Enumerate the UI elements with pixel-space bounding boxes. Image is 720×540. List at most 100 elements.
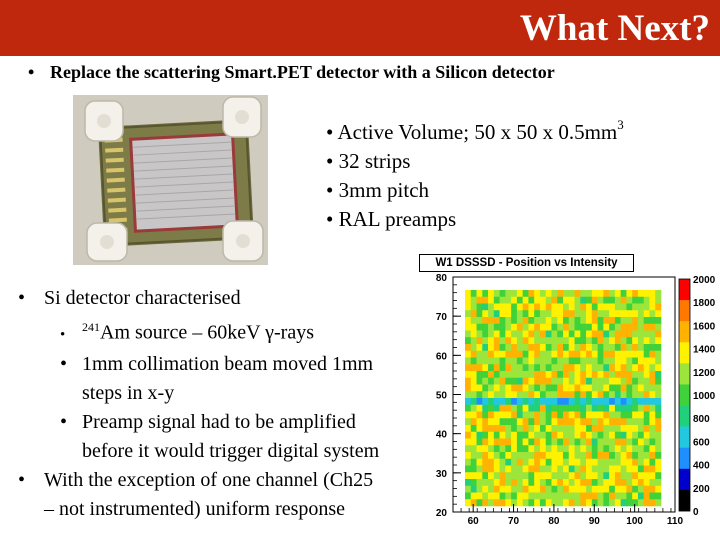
heatmap-cell — [528, 452, 535, 460]
heatmap-cell — [603, 445, 610, 453]
heatmap-cell — [534, 404, 541, 412]
heatmap-cell — [539, 479, 546, 487]
heatmap-cell — [557, 425, 564, 433]
heatmap-cell — [626, 344, 633, 352]
heatmap-cell — [534, 296, 541, 304]
heatmap-cell — [476, 438, 483, 446]
heatmap-cell — [465, 296, 472, 304]
heatmap-cell — [539, 330, 546, 338]
heatmap-cell — [528, 344, 535, 352]
detector-photo — [73, 95, 268, 265]
heatmap-cell — [591, 418, 598, 426]
heatmap-cell — [557, 445, 564, 453]
heatmap-cell — [516, 492, 523, 500]
heatmap-cell — [643, 472, 650, 480]
heatmap-cell — [655, 371, 662, 379]
heatmap-cell — [609, 344, 616, 352]
heatmap-cell — [568, 425, 575, 433]
heatmap-cell — [534, 377, 541, 385]
heatmap-cell — [597, 458, 604, 466]
heatmap-cell — [476, 391, 483, 399]
heatmap-cell — [539, 472, 546, 480]
heatmap-cell — [626, 479, 633, 487]
heatmap-cell — [522, 357, 529, 365]
heatmap-cell — [586, 425, 593, 433]
heatmap-cell — [539, 465, 546, 473]
heatmap-cell — [574, 337, 581, 345]
heatmap-cell — [603, 479, 610, 487]
heatmap-cell — [574, 371, 581, 379]
heatmap-cell — [557, 357, 564, 365]
heatmap-cell — [637, 411, 644, 419]
heatmap-cell — [534, 425, 541, 433]
heatmap-cell — [574, 445, 581, 453]
heatmap-cell — [488, 384, 495, 392]
heatmap-cell — [551, 411, 558, 419]
heatmap-cell — [580, 323, 587, 331]
heatmap-cell — [597, 472, 604, 480]
heatmap-cell — [499, 465, 506, 473]
heatmap-cell — [511, 310, 518, 318]
heatmap-cell — [597, 344, 604, 352]
heatmap-cell — [528, 330, 535, 338]
heatmap-cell — [643, 296, 650, 304]
heatmap-cell — [563, 303, 570, 311]
heatmap-cell — [609, 377, 616, 385]
heatmap-cell — [516, 445, 523, 453]
heatmap-cell — [511, 290, 518, 298]
heatmap-cell — [574, 485, 581, 493]
heatmap-cell — [614, 330, 621, 338]
heatmap-cell — [557, 452, 564, 460]
heatmap-cell — [516, 317, 523, 325]
heatmap-cell — [539, 438, 546, 446]
heatmap-cell — [545, 452, 552, 460]
heatmap-cell — [609, 391, 616, 399]
heatmap-cell — [649, 465, 656, 473]
heatmap-cell — [534, 418, 541, 426]
heatmap-cell — [557, 377, 564, 385]
heatmap-cell — [563, 472, 570, 480]
heatmap-cell — [649, 317, 656, 325]
heatmap-cell — [545, 472, 552, 480]
x-tick-label: 60 — [468, 516, 480, 527]
heatmap-cell — [580, 425, 587, 433]
heatmap-cell — [591, 344, 598, 352]
heatmap-cell — [476, 458, 483, 466]
heatmap-cell — [482, 357, 489, 365]
heatmap-cell — [632, 303, 639, 311]
colorbar-segment — [679, 321, 690, 343]
heatmap-cell — [643, 431, 650, 439]
heatmap-cell — [534, 472, 541, 480]
heatmap-cell — [528, 479, 535, 487]
heatmap-cell — [603, 296, 610, 304]
heatmap-cell — [488, 492, 495, 500]
heatmap-cell — [597, 418, 604, 426]
heatmap-cell — [551, 357, 558, 365]
colorbar-label: 1200 — [693, 368, 716, 379]
heatmap-cell — [499, 458, 506, 466]
heatmap-cell — [528, 445, 535, 453]
heatmap-cell — [522, 458, 529, 466]
heatmap-cell — [488, 452, 495, 460]
y-tick-label: 50 — [436, 391, 448, 402]
heatmap-cell — [586, 499, 593, 507]
heatmap-cell — [470, 371, 477, 379]
heatmap-cell — [603, 465, 610, 473]
heatmap-cell — [637, 323, 644, 331]
heatmap-cell — [603, 425, 610, 433]
heatmap-cell — [586, 479, 593, 487]
heatmap-cell — [470, 485, 477, 493]
heatmap-cell — [626, 337, 633, 345]
heatmap-cell — [637, 303, 644, 311]
heatmap-cell — [655, 384, 662, 392]
heatmap-cell — [545, 398, 552, 406]
heatmap-cell — [591, 317, 598, 325]
heatmap-cell — [522, 431, 529, 439]
heatmap-cell — [476, 485, 483, 493]
heatmap-cell — [637, 485, 644, 493]
heatmap-cell — [574, 438, 581, 446]
heatmap-cell — [557, 310, 564, 318]
heatmap-cell — [568, 303, 575, 311]
heatmap-cell — [603, 431, 610, 439]
heatmap-cell — [649, 377, 656, 385]
